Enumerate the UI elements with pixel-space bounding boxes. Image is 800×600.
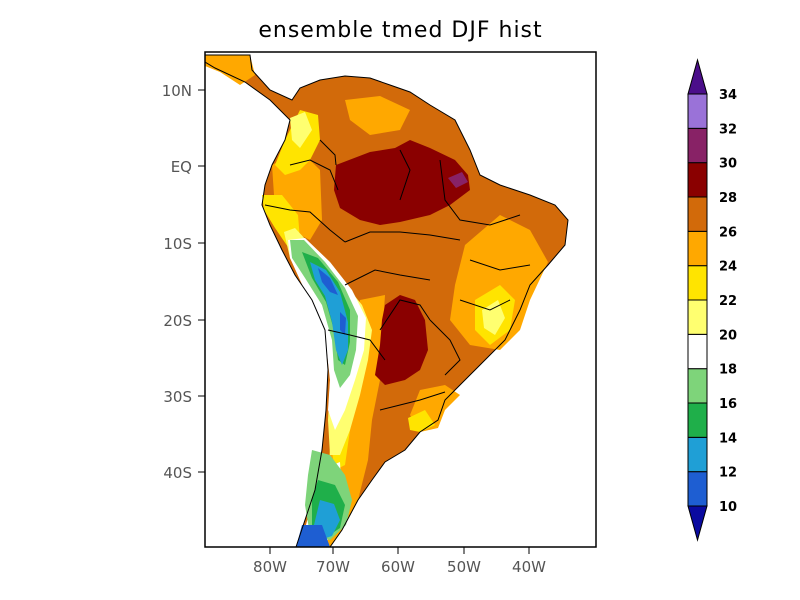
colorbar-arrow-high [687,58,708,95]
colorbar-box [687,265,708,301]
colorbar-label: 34 [719,88,737,103]
lat-label: 10S [163,235,192,253]
colorbar-box [687,333,708,370]
zone-24 [262,110,515,470]
colorbar-box [687,436,708,473]
lat-label: 40S [163,464,192,482]
lat-label: EQ [171,158,192,176]
lon-axis: 80W 70W 60W 50W 40W [253,547,546,576]
lat-label: 10N [162,82,192,100]
country-borders [205,54,569,547]
colorbar-label: 26 [719,225,737,240]
colorbar-box [687,230,708,267]
colorbar-label: 28 [719,191,737,206]
lon-label: 80W [253,558,287,576]
colorbar-label: 14 [719,431,737,446]
lon-label: 60W [381,558,415,576]
colorbar-label: 24 [719,260,737,275]
zone-30 [448,172,468,188]
colorbar-box [687,162,708,198]
temperature-field [205,54,569,547]
lon-label: 50W [447,558,481,576]
colorbar-box [687,368,708,404]
colorbar-box [687,93,708,129]
colorbar-box [687,196,708,232]
map-frame [204,51,597,548]
colorbar-box [687,127,708,164]
colorbar-label: 20 [719,328,737,343]
lat-axis: 10N EQ 10S 20S 30S 40S [162,82,205,482]
map-title: ensemble tmed DJF hist [258,18,543,43]
lon-label: 70W [316,558,350,576]
zone-26 [205,55,548,547]
colorbar-arrow-low [687,505,708,542]
lat-label: 30S [163,388,192,406]
colorbar-label: 30 [719,157,737,172]
colorbar-label: 22 [719,294,737,309]
lat-label: 20S [163,312,192,330]
colorbar-label: 18 [719,363,737,378]
colorbar-box [687,299,708,335]
lon-label: 40W [512,558,546,576]
colorbar-label: 10 [719,500,737,515]
colorbar: 10 12 14 16 18 20 22 24 26 28 30 32 34 [687,58,737,542]
colorbar-label: 32 [719,122,737,137]
colorbar-box [687,402,708,438]
colorbar-box [687,471,708,507]
colorbar-label: 16 [719,397,737,412]
zone-12 [310,262,348,540]
colorbar-label: 12 [719,466,737,481]
zone-28 [334,140,470,385]
